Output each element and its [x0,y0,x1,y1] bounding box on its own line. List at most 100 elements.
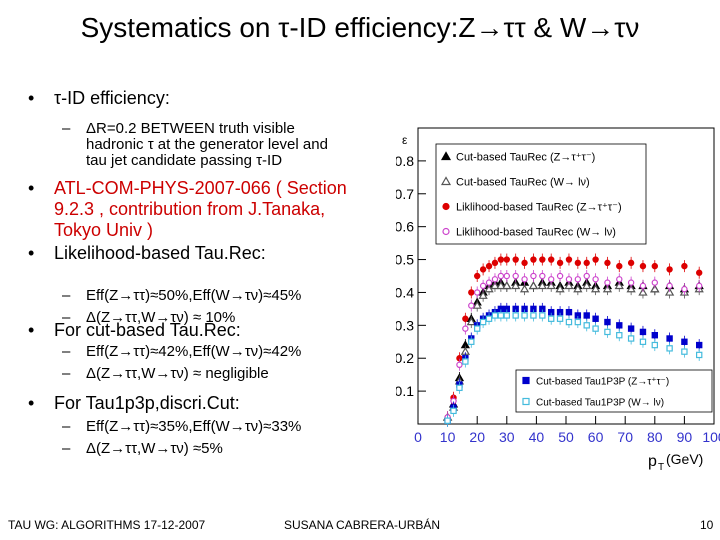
data-point [627,279,635,286]
bullet-text: ΔR=0.2 BETWEEN truth visible hadronic τ … [86,120,328,169]
data-point [651,279,658,286]
data-point [666,266,673,273]
data-point [696,269,703,276]
bullet-text: ATL-COM-PHYS-2007-066 ( Section 9.2.3 , … [54,178,347,240]
data-point [479,318,487,326]
dash-marker: – [62,287,71,304]
x-tick-label: 20 [469,429,485,445]
x-tick-label: 10 [440,429,456,445]
data-point [440,151,452,161]
data-point [583,272,590,280]
data-point [574,259,582,267]
data-point [512,312,519,319]
bullet-text: For Tau1p3p,discri.Cut: [54,393,240,413]
data-point [530,312,537,319]
data-point [497,272,505,280]
x-tick-label: 70 [617,429,633,445]
footer-left: TAU WG: ALGORITHMS 17-12-2007 [8,518,206,532]
data-point [556,272,564,280]
y-tick-label: 0.4 [396,284,414,300]
data-point [522,397,530,406]
dash-marker: – [62,365,71,382]
data-point [503,256,511,263]
data-point [530,256,537,263]
bullet-text: For cut-based Tau.Rec: [54,320,241,340]
data-point [442,202,450,211]
data-point [604,328,611,336]
data-point [604,279,611,286]
y-tick-label: 0.5 [396,252,414,268]
x-axis-label: p [648,453,657,470]
data-point [472,300,482,309]
y-tick-label: 0.8 [396,153,414,169]
data-point [539,312,546,319]
y-tick-label: 0.7 [396,186,414,202]
bullet-text: Eff(Z→ττ)≈42%,Eff(W→τν)≈42% [86,343,302,360]
data-point [556,259,564,267]
data-point [468,302,475,309]
x-tick-label: 50 [558,429,574,445]
data-point [614,281,624,290]
data-point [627,335,635,342]
data-point [497,312,505,319]
data-point [626,284,636,293]
data-point [651,262,658,270]
data-point [583,322,590,329]
data-point [582,281,592,290]
data-point [616,276,623,283]
data-point [666,282,673,290]
dash-marker: – [62,120,71,137]
x-tick-label: 90 [677,429,693,445]
dash-marker: – [62,343,71,360]
data-point [555,284,565,293]
data-point [456,384,463,392]
data-point [627,259,635,267]
data-point [565,318,573,326]
data-point [639,328,647,336]
data-point [583,259,590,267]
data-point [456,361,463,368]
slide-title: Systematics on τ-ID efficiency:Z→ττ & W→… [80,12,640,43]
data-point [696,351,703,359]
data-point [681,348,688,355]
data-point [638,287,648,296]
data-point [521,312,528,319]
y-tick-label: 0.6 [396,219,414,235]
data-point [521,276,528,283]
data-point [666,345,673,352]
data-point [473,325,481,332]
data-point [639,262,647,270]
data-point [511,281,521,290]
data-point [468,289,475,296]
legend-box [515,369,713,413]
bullet-text: Eff(Z→ττ)≈50%,Eff(W→τν)≈45% [86,287,302,304]
bullet-marker: • [28,320,35,340]
data-point [548,315,555,322]
data-point [604,259,611,267]
bullet-text: Eff(Z→ττ)≈35%,Eff(W→τν)≈33% [86,418,302,435]
data-point [530,272,537,280]
data-point [666,335,673,342]
data-point [503,312,510,319]
data-point [485,315,493,322]
data-point [546,281,556,290]
data-point [639,282,647,290]
data-point [592,325,599,332]
footer-center: SUSANA CABRERA-URBÁN [284,518,441,532]
data-point [664,287,675,296]
data-point [565,256,573,263]
data-point [616,332,623,339]
legend-label: Cut-based Tau1P3P (Z→τ⁺τ⁻) [536,377,669,388]
data-point [602,284,613,293]
data-point [503,272,511,280]
data-point [512,256,519,263]
data-point [565,276,573,283]
data-point [539,256,546,263]
data-point [528,281,539,290]
data-point [650,284,660,293]
data-point [565,308,573,316]
legend-label: Cut-based TauRec (W→ lν) [456,177,590,189]
data-point [497,256,505,263]
x-tick-label: 60 [588,429,604,445]
data-point [639,338,647,345]
